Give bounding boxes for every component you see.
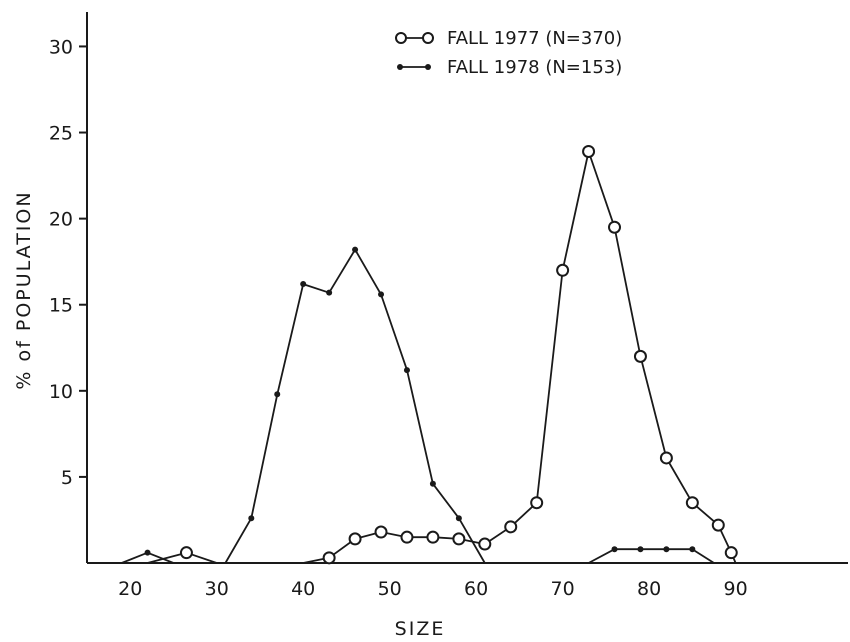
data-point-open xyxy=(582,144,596,158)
x-tick-label: 70 xyxy=(551,578,575,600)
data-point-dot xyxy=(403,367,410,374)
x-axis-title: SIZE xyxy=(395,618,446,640)
data-point-dot xyxy=(378,291,385,298)
data-point-dot xyxy=(326,289,333,296)
data-point-open xyxy=(348,532,362,546)
data-point-dot xyxy=(637,546,644,553)
y-tick-label: 10 xyxy=(49,381,73,403)
legend-label-1978: FALL 1978 (N=153) xyxy=(447,57,622,78)
y-tick-label: 30 xyxy=(49,36,73,58)
legend-label-1977: FALL 1977 (N=370) xyxy=(447,28,622,49)
data-point-open xyxy=(374,525,388,539)
data-point-open xyxy=(556,263,570,277)
data-point-open xyxy=(608,220,622,234)
data-point-dot xyxy=(144,549,151,556)
data-point-open xyxy=(478,537,492,551)
x-tick-label: 80 xyxy=(637,578,661,600)
data-point-dot xyxy=(429,480,436,487)
x-tick-label: 60 xyxy=(464,578,488,600)
x-tick-label: 90 xyxy=(723,578,747,600)
data-point-open xyxy=(426,530,440,544)
data-point-open xyxy=(659,451,673,465)
data-point-dot xyxy=(352,246,359,253)
data-point-open xyxy=(724,546,738,560)
x-tick-label: 40 xyxy=(291,578,315,600)
x-axis-ticks: 20 30 40 50 60 70 80 90 xyxy=(118,578,748,600)
data-point-dot xyxy=(455,515,462,522)
data-point-dot xyxy=(663,546,670,553)
y-tick-label: 20 xyxy=(49,209,73,231)
series-1 xyxy=(147,144,738,565)
data-point-dot xyxy=(300,281,307,288)
data-point-open xyxy=(452,532,466,546)
legend-item-1977: FALL 1977 (N=370) xyxy=(395,28,622,49)
data-point-open xyxy=(711,518,725,532)
data-point-dot xyxy=(274,391,281,398)
data-point-open xyxy=(504,520,518,534)
x-tick-label: 50 xyxy=(378,578,402,600)
legend-open-circle-icon xyxy=(422,32,434,44)
y-tick-label: 25 xyxy=(49,123,73,145)
series-line xyxy=(147,150,737,564)
legend-dot-icon xyxy=(397,64,403,70)
legend: FALL 1977 (N=370) FALL 1978 (N=153) xyxy=(395,28,622,78)
y-axis-title: % of POPULATION xyxy=(13,190,35,389)
legend-item-1978: FALL 1978 (N=153) xyxy=(397,57,622,78)
data-point-open xyxy=(322,551,336,565)
x-tick-label: 30 xyxy=(205,578,229,600)
data-point-dot xyxy=(689,546,696,553)
data-point-open xyxy=(530,496,544,510)
legend-dot-icon xyxy=(425,64,431,70)
series-2 xyxy=(121,246,715,564)
data-point-open xyxy=(179,546,193,560)
series-line xyxy=(121,248,715,564)
data-point-open xyxy=(633,349,647,363)
data-point-dot xyxy=(248,515,255,522)
data-point-open xyxy=(685,496,699,510)
y-tick-label: 5 xyxy=(61,467,73,489)
y-axis-ticks: 5 10 15 20 25 30 xyxy=(49,36,87,489)
plot-area xyxy=(121,144,738,565)
legend-open-circle-icon xyxy=(395,32,407,44)
x-tick-label: 20 xyxy=(118,578,142,600)
data-point-open xyxy=(400,530,414,544)
data-point-dot xyxy=(611,546,618,553)
y-tick-label: 15 xyxy=(49,295,73,317)
